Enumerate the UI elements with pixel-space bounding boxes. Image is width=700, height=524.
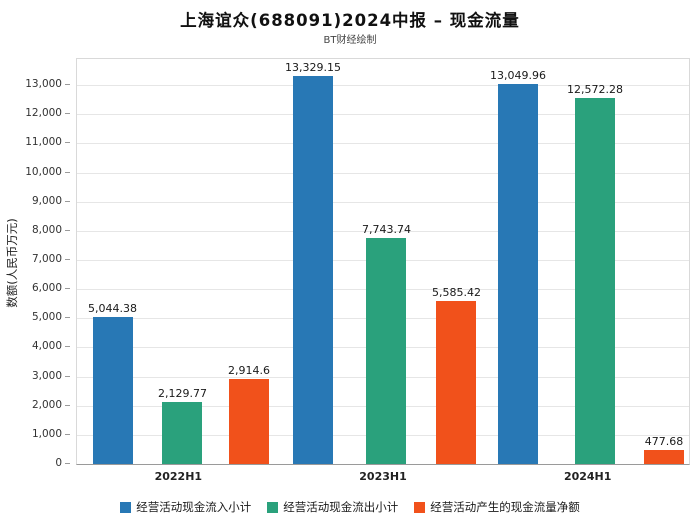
y-tick-label: 11,000 bbox=[25, 136, 62, 149]
y-tick-label: 10,000 bbox=[25, 165, 62, 178]
legend-label: 经营活动现金流出小计 bbox=[283, 500, 399, 514]
bar-value-label: 477.68 bbox=[644, 435, 684, 449]
bar-column: 477.68 bbox=[643, 435, 684, 464]
bar-column: 13,049.96 bbox=[490, 69, 546, 464]
y-tick-label: 9,000 bbox=[31, 194, 62, 207]
y-tick-label: 6,000 bbox=[31, 282, 62, 295]
y-tick-mark bbox=[65, 404, 70, 406]
gridline bbox=[77, 201, 689, 203]
bar bbox=[228, 379, 269, 464]
chart-title: 上海谊众(688091)2024中报 – 现金流量 bbox=[180, 11, 520, 30]
bar-column: 5,585.42 bbox=[432, 286, 481, 464]
bar bbox=[366, 238, 407, 464]
bar-column: 7,743.74 bbox=[362, 223, 411, 464]
chart-subtitle: BT财经绘制 bbox=[323, 35, 377, 46]
y-tick-mark bbox=[65, 113, 70, 115]
gridline bbox=[77, 143, 689, 145]
bar bbox=[92, 317, 133, 464]
bar-column: 2,129.77 bbox=[158, 387, 207, 464]
y-tick-mark bbox=[65, 375, 70, 377]
y-tick-label: 8,000 bbox=[31, 223, 62, 236]
bar bbox=[436, 301, 477, 464]
y-tick-label: 0 bbox=[55, 457, 62, 469]
x-tick-label: 2023H1 bbox=[359, 470, 407, 483]
bar-group: 13,049.96 12,572.28 477.68 bbox=[485, 59, 689, 464]
bar-column: 12,572.28 bbox=[567, 83, 623, 464]
legend-label: 经营活动产生的现金流量净额 bbox=[430, 500, 580, 514]
x-tick-label: 2022H1 bbox=[154, 470, 203, 483]
gridline bbox=[77, 114, 689, 116]
legend-item: 经营活动现金流出小计 bbox=[267, 499, 398, 515]
x-tick-label: 2024H1 bbox=[563, 470, 612, 483]
bar bbox=[293, 75, 333, 464]
plot-area: 5,044.38 2,129.77 2,914.6 13,329.15 7,743.74… bbox=[76, 58, 690, 465]
bar-group: 13,329.15 7,743.74 5,585.42 bbox=[281, 59, 485, 464]
bar bbox=[498, 83, 538, 464]
legend-swatch bbox=[120, 501, 132, 513]
y-tick-label: 5,000 bbox=[31, 311, 62, 324]
bar-value-label: 5,585.42 bbox=[431, 286, 481, 300]
y-tick-mark bbox=[65, 171, 70, 173]
y-tick-mark bbox=[65, 84, 70, 86]
bar bbox=[574, 97, 615, 464]
bar-value-label: 12,572.28 bbox=[567, 82, 623, 96]
bar-column: 2,914.6 bbox=[228, 364, 270, 464]
bar-value-label: 13,049.96 bbox=[490, 68, 546, 82]
gridline bbox=[77, 172, 689, 174]
y-tick-mark bbox=[65, 229, 70, 231]
y-tick-label: 12,000 bbox=[25, 107, 62, 120]
y-tick-label: 2,000 bbox=[31, 398, 62, 411]
y-tick-mark bbox=[65, 200, 70, 202]
y-tick-mark bbox=[65, 433, 70, 435]
gridline bbox=[77, 230, 689, 232]
bar-value-label: 13,329.15 bbox=[285, 60, 341, 74]
y-tick-label: 7,000 bbox=[31, 253, 62, 266]
y-tick-label: 4,000 bbox=[31, 340, 62, 353]
bar-value-label: 5,044.38 bbox=[88, 302, 137, 316]
bar-value-label: 7,743.74 bbox=[362, 223, 411, 237]
y-tick-mark bbox=[65, 317, 70, 319]
y-tick-label: 1,000 bbox=[31, 427, 62, 440]
legend-label: 经营活动现金流入小计 bbox=[136, 500, 252, 514]
legend-item: 经营活动现金流入小计 bbox=[120, 499, 251, 515]
bar-value-label: 2,129.77 bbox=[158, 386, 207, 400]
y-tick-mark bbox=[65, 288, 70, 290]
bar bbox=[643, 450, 684, 464]
bar-column: 13,329.15 bbox=[285, 61, 341, 464]
y-tick-label: 13,000 bbox=[25, 78, 62, 91]
legend-swatch bbox=[267, 501, 279, 513]
bar-value-label: 2,914.6 bbox=[227, 364, 270, 378]
y-tick-label: 3,000 bbox=[31, 369, 62, 382]
y-axis: 0 1,000 2,000 3,000 4,000 5,000 6,000 7,000 8,00… bbox=[0, 58, 70, 469]
bar-group: 5,044.38 2,129.77 2,914.6 bbox=[77, 59, 281, 464]
y-tick-mark bbox=[65, 463, 70, 464]
bar-column: 5,044.38 bbox=[88, 302, 137, 464]
y-tick-mark bbox=[65, 259, 70, 261]
legend-swatch bbox=[414, 501, 426, 513]
legend: 经营活动现金流入小计 经营活动现金流出小计 经营活动产生的现金流量净额 bbox=[0, 499, 700, 515]
y-tick-mark bbox=[65, 142, 70, 144]
bar bbox=[162, 401, 203, 464]
y-tick-mark bbox=[65, 346, 70, 348]
gridline bbox=[77, 85, 689, 87]
x-axis-labels: 2022H1 2023H1 2024H1 bbox=[76, 470, 690, 483]
legend-item: 经营活动产生的现金流量净额 bbox=[414, 499, 580, 515]
